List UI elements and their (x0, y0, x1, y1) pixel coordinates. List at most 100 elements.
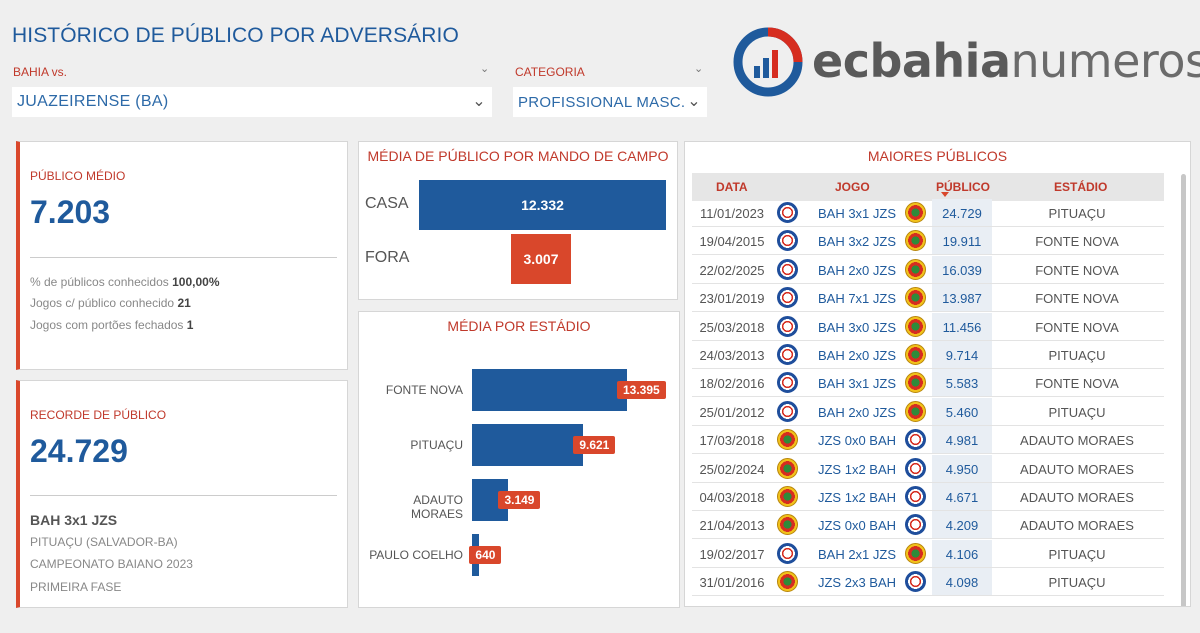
category-select-value: PROFISSIONAL MASC. (518, 93, 686, 111)
juazeirense-crest-icon (905, 344, 926, 365)
attendance-record-label: RECORDE DE PÚBLICO (30, 408, 167, 422)
cell-public: 9.714 (932, 341, 992, 368)
stadium-average-chart: MÉDIA POR ESTÁDIO FONTE NOVA 13.395 PITUAÇ… (358, 311, 680, 608)
column-header-stadium[interactable]: ESTÁDIO (1054, 180, 1108, 194)
table-row[interactable]: 25/02/2024 JZS 1x2 BAH 4.950 ADAUTO MORAES (692, 454, 1164, 483)
cell-stadium: FONTE NOVA (1035, 234, 1119, 250)
chevron-down-icon[interactable]: ⌄ (687, 93, 701, 110)
category-select[interactable]: PROFISSIONAL MASC. ⌄ (513, 87, 707, 117)
table-header: DATA JOGO PÚBLICO ESTÁDIO (692, 173, 1164, 201)
table-row[interactable]: 18/02/2016 BAH 3x1 JZS 5.583 FONTE NOVA (692, 369, 1164, 398)
table-row[interactable]: 22/02/2025 BAH 2x0 JZS 16.039 FONTE NOVA (692, 255, 1164, 284)
table-row[interactable]: 23/01/2019 BAH 7x1 JZS 13.987 FONTE NOVA (692, 284, 1164, 313)
cell-game: BAH 3x0 JZS (817, 319, 897, 335)
home-away-chart-title: MÉDIA DE PÚBLICO POR MANDO DE CAMPO (367, 148, 669, 164)
stadium-bar[interactable] (472, 424, 584, 466)
table-row[interactable]: 31/01/2016 JZS 2x3 BAH 4.098 PITUAÇU (692, 568, 1164, 597)
sort-descending-icon[interactable] (941, 192, 949, 197)
cell-date: 19/02/2017 (699, 546, 765, 562)
stadium-average-chart-title: MÉDIA POR ESTÁDIO (447, 318, 591, 334)
cell-game: JZS 1x2 BAH (817, 461, 897, 477)
table-row[interactable]: 11/01/2023 BAH 3x1 JZS 24.729 PITUAÇU (692, 199, 1164, 227)
juazeirense-crest-icon (777, 514, 798, 536)
column-header-date[interactable]: DATA (716, 180, 748, 194)
cell-date: 19/04/2015 (699, 234, 765, 250)
opponent-filter-collapse-icon[interactable]: ⌄ (480, 63, 490, 75)
category-filter-label: CATEGORIA (515, 65, 585, 79)
table-row[interactable]: 25/01/2012 BAH 2x0 JZS 5.460 PITUAÇU (692, 397, 1164, 426)
home-away-bar[interactable]: 3.007 (511, 234, 571, 284)
ecbahianumeros-logo: ecbahianumeros (732, 27, 1200, 98)
opponent-select-value: JUAZEIRENSE (BA) (17, 93, 169, 110)
bahia-crest-icon (777, 542, 798, 564)
cell-date: 31/01/2016 (699, 575, 765, 591)
stadium-bar-value: 9.621 (573, 436, 616, 454)
cell-game: JZS 1x2 BAH (817, 490, 897, 505)
bahia-crest-icon (777, 287, 798, 309)
bahia-crest-icon (777, 344, 798, 365)
cell-public: 4.106 (932, 539, 992, 567)
attendance-record-card: RECORDE DE PÚBLICO 24.729 BAH 3x1 JZS PI… (16, 380, 348, 608)
home-away-bar-value: 3.007 (523, 251, 559, 267)
table-row[interactable]: 19/02/2017 BAH 2x1 JZS 4.106 PITUAÇU (692, 539, 1164, 568)
cell-stadium: PITUAÇU (1048, 546, 1106, 562)
logo-mark-icon (733, 27, 803, 97)
juazeirense-crest-icon (905, 372, 926, 394)
cell-date: 25/01/2012 (699, 404, 765, 420)
logo-wordmark: ecbahianumeros (812, 34, 1200, 88)
cell-game: BAH 2x0 JZS (817, 348, 897, 363)
cell-game: JZS 0x0 BAH (817, 433, 897, 449)
table-row[interactable]: 19/04/2015 BAH 3x2 JZS 19.911 FONTE NOVA (692, 227, 1164, 256)
attendance-record-value: 24.729 (30, 433, 128, 469)
bahia-crest-icon (905, 486, 926, 507)
cell-public: 4.209 (932, 511, 992, 539)
cell-public: 16.039 (932, 255, 992, 283)
cell-stadium: ADAUTO MORAES (1020, 518, 1134, 534)
cell-date: 21/04/2013 (699, 518, 765, 534)
opponent-select[interactable]: JUAZEIRENSE (BA) ⌄ (12, 87, 492, 117)
top-attendances-title: MAIORES PÚBLICOS (867, 148, 1008, 164)
cell-stadium: FONTE NOVA (1035, 262, 1119, 278)
cell-date: 17/03/2018 (699, 433, 765, 449)
cell-game: BAH 3x2 JZS (817, 234, 897, 250)
cell-date: 25/02/2024 (699, 461, 765, 477)
juazeirense-crest-icon (777, 457, 798, 479)
table-row[interactable]: 17/03/2018 JZS 0x0 BAH 4.981 ADAUTO MORAES (692, 426, 1164, 455)
table-row[interactable]: 25/03/2018 BAH 3x0 JZS 11.456 FONTE NOVA (692, 312, 1164, 341)
chevron-down-icon[interactable]: ⌄ (472, 93, 486, 110)
table-row[interactable]: 21/04/2013 JZS 0x0 BAH 4.209 ADAUTO MORAES (692, 511, 1164, 540)
category-filter-collapse-icon[interactable]: ⌄ (694, 63, 704, 75)
cell-game: BAH 2x1 JZS (817, 546, 897, 562)
home-away-category-label: CASA (365, 195, 409, 212)
cell-public: 4.950 (932, 454, 992, 482)
cell-stadium: ADAUTO MORAES (1020, 461, 1134, 477)
cell-date: 25/03/2018 (699, 319, 765, 335)
cell-game: JZS 2x3 BAH (817, 575, 897, 591)
stadium-bar[interactable] (472, 369, 627, 411)
cell-date: 23/01/2019 (699, 291, 765, 307)
column-header-game[interactable]: JOGO (835, 180, 870, 194)
cell-public: 4.098 (932, 568, 992, 596)
cell-game: JZS 0x0 BAH (817, 518, 897, 534)
stadium-label: PAULO COELHO (369, 548, 463, 562)
table-row[interactable]: 24/03/2013 BAH 2x0 JZS 9.714 PITUAÇU (692, 341, 1164, 369)
cell-stadium: FONTE NOVA (1035, 291, 1119, 307)
cell-date: 11/01/2023 (699, 206, 765, 221)
cell-game: BAH 2x0 JZS (817, 404, 897, 420)
opponent-filter-label: BAHIA vs. (13, 65, 68, 79)
cell-public: 4.671 (932, 483, 992, 510)
table-row[interactable]: 04/03/2018 JZS 1x2 BAH 4.671 ADAUTO MORAES (692, 483, 1164, 511)
cell-public: 5.460 (932, 397, 992, 425)
cell-stadium: PITUAÇU (1048, 206, 1106, 221)
bahia-crest-icon (777, 372, 798, 394)
average-attendance-label: PÚBLICO MÉDIO (30, 169, 126, 183)
cell-public: 24.729 (932, 199, 992, 226)
record-phase: PRIMEIRA FASE (30, 580, 122, 594)
closed-doors-line: Jogos com portões fechados 1 (30, 318, 194, 332)
column-header-public[interactable]: PÚBLICO (936, 180, 990, 194)
juazeirense-crest-icon (905, 202, 926, 223)
home-away-bar[interactable]: 12.332 (419, 180, 666, 230)
cell-date: 22/02/2025 (699, 262, 765, 278)
cell-game: BAH 7x1 JZS (817, 291, 897, 307)
table-scrollbar[interactable] (1181, 174, 1186, 606)
